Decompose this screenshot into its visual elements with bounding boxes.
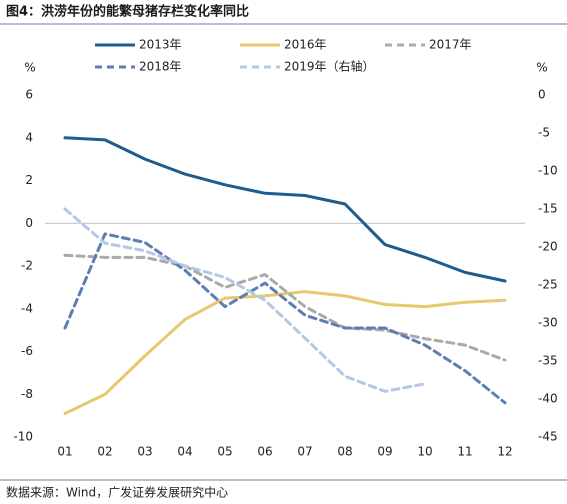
x-tick-label: 11 [457, 445, 472, 459]
y-tick-label: 4 [25, 130, 33, 144]
y-tick-label: -2 [21, 259, 33, 273]
x-tick-label: 03 [137, 445, 152, 459]
y-tick-label: 6 [25, 88, 33, 102]
y-tick-label: -4 [21, 301, 33, 315]
x-tick-label: 09 [377, 445, 392, 459]
y2-tick-label: -10 [538, 164, 558, 178]
series-line [63, 232, 507, 405]
legend-label: 2013年 [139, 38, 182, 52]
x-tick-label: 02 [97, 445, 112, 459]
x-tick-label: 01 [57, 445, 72, 459]
y2-tick-label: -40 [538, 392, 558, 406]
y-tick-label: 0 [25, 216, 33, 230]
legend-label: 2018年 [139, 60, 182, 74]
y2-tick-label: 0 [538, 88, 546, 102]
y2-tick-label: -35 [538, 354, 558, 368]
y2-tick-label: -30 [538, 316, 558, 330]
y-tick-label: 2 [25, 173, 33, 187]
chart-title: 图4：洪涝年份的能繁母猪存栏变化率同比 [6, 4, 249, 20]
y-axis-label: % [24, 61, 35, 75]
x-tick-label: 05 [217, 445, 232, 459]
x-tick-label: 07 [297, 445, 312, 459]
legend-label: 2017年 [429, 38, 472, 52]
y2-tick-label: -20 [538, 240, 558, 254]
y-tick-label: -10 [13, 430, 33, 444]
legend-label: 2016年 [284, 38, 327, 52]
x-tick-label: 04 [177, 445, 192, 459]
y2-tick-label: -45 [538, 430, 558, 444]
y2-tick-label: -15 [538, 202, 558, 216]
y2-tick-label: -25 [538, 278, 558, 292]
y2-axis-label: % [536, 61, 547, 75]
y-tick-label: -8 [21, 387, 33, 401]
legend-label: 2019年（右轴） [284, 59, 375, 74]
series-line [63, 290, 507, 415]
y-tick-label: -6 [21, 344, 33, 358]
x-tick-label: 12 [497, 445, 512, 459]
series-line [63, 136, 507, 283]
x-tick-label: 10 [417, 445, 432, 459]
x-tick-label: 06 [257, 445, 272, 459]
series-line [63, 253, 507, 362]
series-line [63, 207, 427, 393]
source: 数据来源：Wind，广发证券发展研究中心 [6, 485, 228, 500]
x-tick-label: 08 [337, 445, 352, 459]
y2-tick-label: -5 [538, 126, 550, 140]
